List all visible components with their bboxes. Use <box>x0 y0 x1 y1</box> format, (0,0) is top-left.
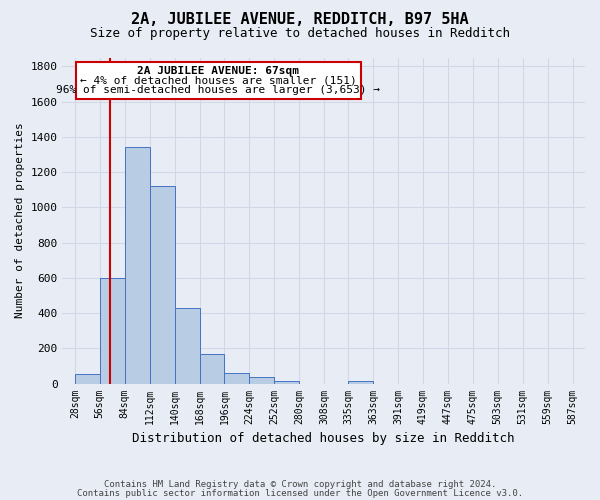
Text: ← 4% of detached houses are smaller (151): ← 4% of detached houses are smaller (151… <box>80 76 356 86</box>
FancyBboxPatch shape <box>76 62 361 99</box>
Bar <box>175 308 200 384</box>
Text: 2A, JUBILEE AVENUE, REDDITCH, B97 5HA: 2A, JUBILEE AVENUE, REDDITCH, B97 5HA <box>131 12 469 28</box>
X-axis label: Distribution of detached houses by size in Redditch: Distribution of detached houses by size … <box>133 432 515 445</box>
Bar <box>348 381 373 384</box>
Text: Contains public sector information licensed under the Open Government Licence v3: Contains public sector information licen… <box>77 488 523 498</box>
Bar <box>75 374 100 384</box>
Bar <box>149 186 175 384</box>
Bar <box>200 354 224 384</box>
Y-axis label: Number of detached properties: Number of detached properties <box>15 122 25 318</box>
Bar <box>125 146 149 384</box>
Text: 2A JUBILEE AVENUE: 67sqm: 2A JUBILEE AVENUE: 67sqm <box>137 66 299 76</box>
Bar <box>250 376 274 384</box>
Bar <box>224 373 250 384</box>
Text: Size of property relative to detached houses in Redditch: Size of property relative to detached ho… <box>90 28 510 40</box>
Text: Contains HM Land Registry data © Crown copyright and database right 2024.: Contains HM Land Registry data © Crown c… <box>104 480 496 489</box>
Bar <box>274 381 299 384</box>
Bar <box>100 278 125 384</box>
Text: 96% of semi-detached houses are larger (3,653) →: 96% of semi-detached houses are larger (… <box>56 85 380 95</box>
